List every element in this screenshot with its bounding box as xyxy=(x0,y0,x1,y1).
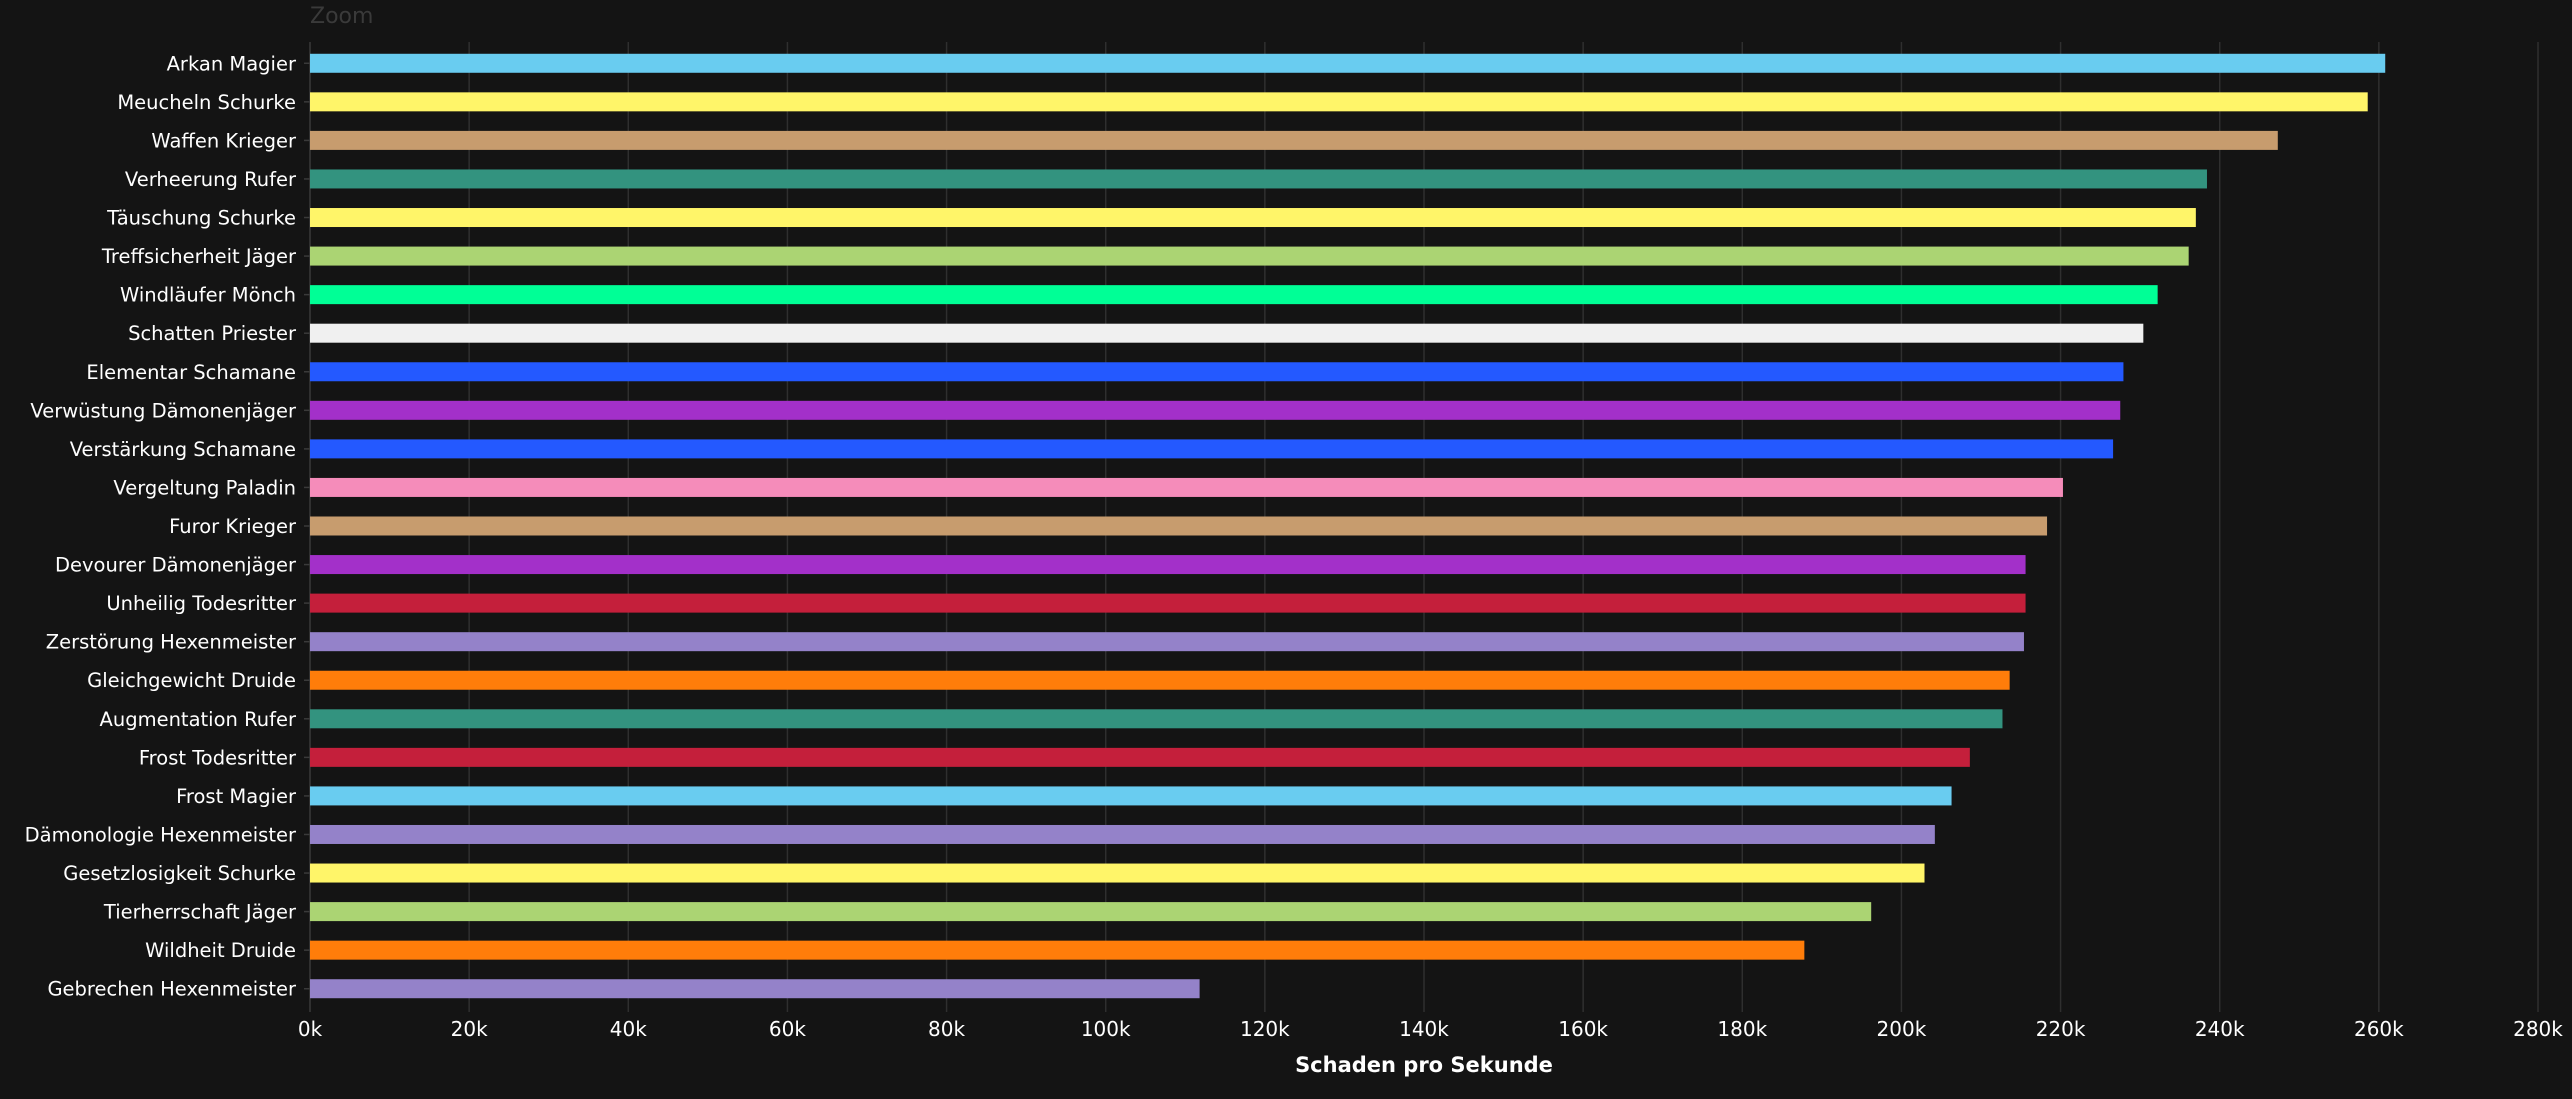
x-tick-label: 40k xyxy=(610,1017,647,1041)
x-tick-label: 220k xyxy=(2036,1017,2086,1041)
category-label: Gleichgewicht Druide xyxy=(87,669,296,692)
x-tick-label: 280k xyxy=(2513,1017,2563,1041)
bar[interactable] xyxy=(310,786,1952,806)
category-label: Unheilig Todesritter xyxy=(106,592,297,615)
zoom-label[interactable]: Zoom xyxy=(310,4,374,29)
x-tick-label: 240k xyxy=(2195,1017,2245,1041)
category-label: Windläufer Mönch xyxy=(120,284,296,307)
category-label: Frost Todesritter xyxy=(139,746,297,769)
bar[interactable] xyxy=(310,246,2189,266)
x-tick-label: 20k xyxy=(451,1017,488,1041)
x-tick-label: 120k xyxy=(1240,1017,1290,1041)
category-label: Dämonologie Hexenmeister xyxy=(25,823,297,846)
category-label: Treffsicherheit Jäger xyxy=(101,245,297,268)
bar[interactable] xyxy=(310,902,1872,922)
category-label: Verstärkung Schamane xyxy=(70,438,296,461)
category-labels: Arkan Magier Meucheln Schurke Waffen Krieg… xyxy=(25,52,297,1000)
bar[interactable] xyxy=(310,208,2196,228)
category-label: Verheerung Rufer xyxy=(125,168,297,191)
bar[interactable] xyxy=(310,169,2207,189)
category-label: Gebrechen Hexenmeister xyxy=(47,978,297,1001)
category-label: Devourer Dämonenjäger xyxy=(55,554,297,577)
x-tick-label: 100k xyxy=(1081,1017,1131,1041)
bar[interactable] xyxy=(310,824,1935,844)
bar[interactable] xyxy=(310,130,2278,150)
category-label: Augmentation Rufer xyxy=(100,708,297,731)
category-label: Meucheln Schurke xyxy=(117,91,296,114)
x-tick-label: 180k xyxy=(1717,1017,1767,1041)
bar[interactable] xyxy=(310,439,2114,459)
x-tick-labels: 0k 20k 40k 60k 80k 100k 120k 140k 160k 180k 200k 22… xyxy=(298,1017,2563,1041)
x-tick-label: 160k xyxy=(1558,1017,1608,1041)
x-axis-title: Schaden pro Sekunde xyxy=(1295,1053,1553,1077)
bar[interactable] xyxy=(310,863,1925,883)
bar[interactable] xyxy=(310,747,1970,767)
bar[interactable] xyxy=(310,285,2158,305)
bar[interactable] xyxy=(310,477,2063,497)
bar[interactable] xyxy=(310,400,2121,420)
category-label: Frost Magier xyxy=(176,785,297,808)
bar[interactable] xyxy=(310,940,1805,960)
bar[interactable] xyxy=(310,979,1200,999)
category-label: Elementar Schamane xyxy=(86,361,296,384)
category-label: Zerstörung Hexenmeister xyxy=(46,631,297,654)
category-label: Tierherrschaft Jäger xyxy=(103,901,297,924)
bar[interactable] xyxy=(310,516,2048,536)
bar[interactable] xyxy=(310,53,2386,73)
category-label: Vergeltung Paladin xyxy=(113,476,296,499)
x-tick-label: 260k xyxy=(2354,1017,2404,1041)
category-label: Täuschung Schurke xyxy=(106,207,296,230)
x-tick-label: 0k xyxy=(298,1017,323,1041)
bar[interactable] xyxy=(310,632,2024,652)
x-tick-label: 60k xyxy=(769,1017,806,1041)
category-label: Waffen Krieger xyxy=(151,129,297,152)
bar[interactable] xyxy=(310,593,2026,613)
category-label: Verwüstung Dämonenjäger xyxy=(30,399,297,422)
category-label: Schatten Priester xyxy=(128,322,297,345)
bar[interactable] xyxy=(310,323,2144,343)
category-label: Furor Krieger xyxy=(169,515,297,538)
bars xyxy=(310,53,2386,999)
x-tick-label: 200k xyxy=(1877,1017,1927,1041)
bar[interactable] xyxy=(310,709,2003,729)
bar[interactable] xyxy=(310,362,2124,382)
x-tick-label: 80k xyxy=(928,1017,965,1041)
x-tick-label: 140k xyxy=(1399,1017,1449,1041)
bar[interactable] xyxy=(310,670,2010,690)
category-label: Gesetzlosigkeit Schurke xyxy=(63,862,296,885)
bar[interactable] xyxy=(310,92,2368,112)
category-label: Wildheit Druide xyxy=(145,939,296,962)
category-label: Arkan Magier xyxy=(167,52,297,75)
bar[interactable] xyxy=(310,555,2026,575)
